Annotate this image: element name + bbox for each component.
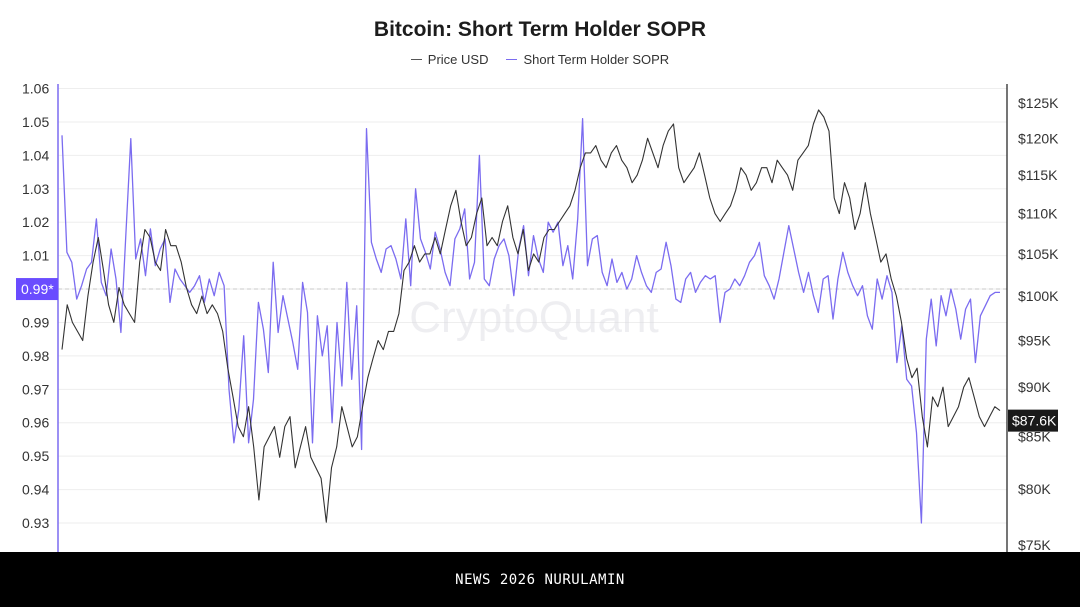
left-tick-label: 1.04 bbox=[22, 147, 49, 163]
left-tick-label: 1.02 bbox=[22, 214, 49, 230]
footer-banner: NEWS 2026 NURULAMIN bbox=[0, 552, 1080, 607]
legend-label-price: Price USD bbox=[427, 52, 489, 67]
left-tick-label: 0.94 bbox=[22, 482, 49, 498]
left-tick-label: 1.06 bbox=[22, 81, 49, 97]
left-tick-label: 0.95 bbox=[22, 448, 49, 464]
right-tick-label: $85K bbox=[1018, 429, 1051, 445]
last-price-text: $87.6K bbox=[1012, 413, 1057, 429]
right-tick-label: $90K bbox=[1018, 379, 1051, 395]
left-tick-label: 1.05 bbox=[22, 114, 49, 130]
legend-swatch-sopr bbox=[506, 59, 518, 60]
chart-title: Bitcoin: Short Term Holder SOPR bbox=[373, 18, 707, 41]
right-tick-label: $105K bbox=[1018, 246, 1059, 262]
right-tick-label: $110K bbox=[1018, 206, 1058, 222]
right-tick-label: $115K bbox=[1018, 167, 1058, 183]
left-tick-label: 1.01 bbox=[22, 248, 49, 264]
right-tick-label: $80K bbox=[1018, 481, 1051, 497]
left-tick-label: 0.96 bbox=[22, 415, 49, 431]
reference-label-box bbox=[16, 278, 58, 301]
left-tick-label: 0.93 bbox=[22, 515, 49, 531]
left-tick-label: 0.98 bbox=[22, 348, 49, 364]
right-tick-label: $125K bbox=[1018, 95, 1059, 111]
chart-legend: Price USD Short Term Holder SOPR bbox=[0, 52, 1080, 67]
left-tick-label: 0.97 bbox=[22, 381, 49, 397]
legend-item-price[interactable]: Price USD bbox=[410, 52, 489, 67]
right-tick-label: $120K bbox=[1018, 130, 1059, 146]
legend-item-sopr[interactable]: Short Term Holder SOPR bbox=[506, 52, 669, 67]
chart-plot: CryptoQuant 0.93 0.94 0.95 0.96 0.97 0.98 0.99 1… bbox=[16, 81, 1059, 552]
last-price-box bbox=[1008, 409, 1058, 432]
legend-label-sopr: Short Term Holder SOPR bbox=[523, 52, 670, 67]
reference-label-text: 0.99* bbox=[21, 281, 54, 297]
left-tick-label: 0.99 bbox=[22, 314, 49, 330]
series-line-price bbox=[61, 109, 1001, 523]
right-tick-label: $100K bbox=[1018, 288, 1059, 304]
footer-text: NEWS 2026 NURULAMIN bbox=[455, 571, 625, 588]
right-tick-label: $75K bbox=[1018, 537, 1051, 552]
right-tick-label: $95K bbox=[1018, 332, 1051, 348]
series-line-sopr bbox=[61, 117, 1000, 524]
watermark-text: CryptoQuant bbox=[409, 293, 658, 342]
left-tick-label: 1.03 bbox=[22, 181, 49, 197]
legend-swatch-price bbox=[410, 59, 422, 60]
